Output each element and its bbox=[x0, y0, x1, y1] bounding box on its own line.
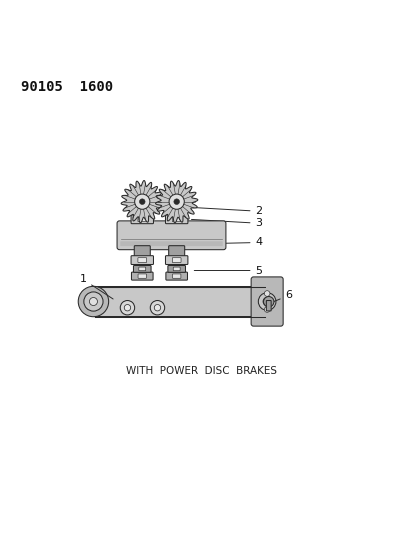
FancyBboxPatch shape bbox=[168, 265, 185, 272]
Circle shape bbox=[124, 304, 131, 311]
FancyBboxPatch shape bbox=[166, 215, 188, 224]
Text: 90105  1600: 90105 1600 bbox=[21, 80, 114, 94]
Circle shape bbox=[264, 306, 270, 312]
Text: 4: 4 bbox=[226, 238, 263, 247]
Polygon shape bbox=[121, 181, 163, 223]
Circle shape bbox=[139, 199, 145, 205]
Circle shape bbox=[89, 297, 98, 305]
FancyBboxPatch shape bbox=[134, 246, 150, 257]
Circle shape bbox=[135, 194, 150, 209]
FancyBboxPatch shape bbox=[172, 217, 181, 222]
Circle shape bbox=[263, 297, 271, 305]
FancyBboxPatch shape bbox=[117, 221, 226, 249]
FancyBboxPatch shape bbox=[166, 256, 188, 264]
FancyBboxPatch shape bbox=[120, 241, 223, 246]
FancyBboxPatch shape bbox=[173, 209, 180, 213]
Text: 2: 2 bbox=[191, 206, 263, 216]
FancyBboxPatch shape bbox=[138, 258, 147, 262]
FancyBboxPatch shape bbox=[138, 274, 146, 278]
FancyBboxPatch shape bbox=[172, 258, 181, 262]
FancyBboxPatch shape bbox=[131, 256, 154, 264]
FancyBboxPatch shape bbox=[139, 267, 146, 271]
FancyBboxPatch shape bbox=[133, 208, 151, 215]
FancyBboxPatch shape bbox=[131, 272, 153, 280]
FancyBboxPatch shape bbox=[168, 208, 185, 215]
FancyBboxPatch shape bbox=[131, 215, 154, 224]
FancyBboxPatch shape bbox=[266, 301, 271, 311]
Circle shape bbox=[78, 286, 109, 317]
Text: 1: 1 bbox=[79, 274, 113, 299]
FancyBboxPatch shape bbox=[138, 217, 147, 222]
FancyBboxPatch shape bbox=[169, 246, 185, 257]
Text: 6: 6 bbox=[272, 290, 293, 302]
Circle shape bbox=[150, 301, 165, 315]
Circle shape bbox=[258, 293, 276, 310]
FancyBboxPatch shape bbox=[251, 277, 283, 326]
Circle shape bbox=[264, 296, 274, 307]
Circle shape bbox=[120, 301, 135, 315]
FancyBboxPatch shape bbox=[172, 274, 181, 278]
Circle shape bbox=[154, 304, 161, 311]
FancyBboxPatch shape bbox=[133, 265, 151, 272]
Circle shape bbox=[84, 292, 103, 311]
Circle shape bbox=[174, 199, 179, 205]
Circle shape bbox=[264, 290, 270, 296]
Polygon shape bbox=[91, 287, 265, 317]
Text: 5: 5 bbox=[194, 265, 262, 276]
Text: 3: 3 bbox=[191, 219, 262, 228]
Text: WITH  POWER  DISC  BRAKES: WITH POWER DISC BRAKES bbox=[126, 366, 277, 376]
FancyBboxPatch shape bbox=[166, 272, 187, 280]
Polygon shape bbox=[156, 181, 198, 223]
Circle shape bbox=[169, 194, 184, 209]
FancyBboxPatch shape bbox=[139, 209, 146, 213]
FancyBboxPatch shape bbox=[173, 267, 180, 271]
